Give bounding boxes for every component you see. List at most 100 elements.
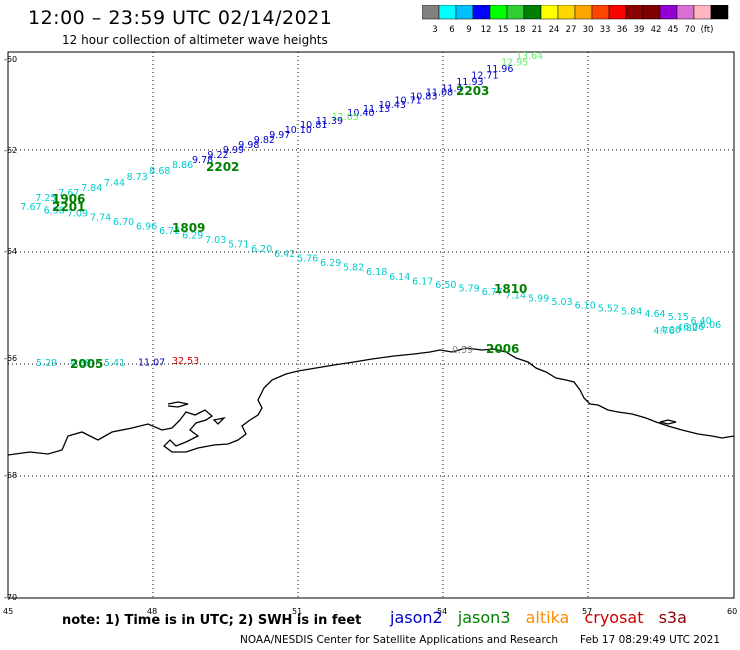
pass-label-2203: 2203: [456, 84, 489, 98]
swh-value: 10.81: [300, 120, 327, 131]
pass-label-2005: 2005: [70, 357, 103, 371]
swh-value: 5.82: [343, 263, 364, 274]
swh-value: 8.68: [149, 166, 170, 177]
swh-value: 13.64: [516, 51, 543, 62]
swh-value: 11.96: [486, 64, 513, 75]
legend-tick-label: 18: [515, 25, 526, 35]
plot-frame: [7, 51, 735, 599]
lon-tick-label: 48: [147, 607, 157, 616]
swh-value: 7.25: [35, 193, 56, 204]
swh-value: 9.98: [238, 140, 259, 151]
map-subtitle: 12 hour collection of altimeter wave hei…: [62, 33, 328, 47]
lon-tick-label: 60: [727, 607, 737, 616]
swh-value: 12.05: [332, 112, 359, 123]
gridlines: [8, 52, 734, 598]
swh-value: 11.08: [426, 88, 453, 99]
pass-label-2202: 2202: [206, 160, 239, 174]
legend-tick-label: 6: [449, 25, 454, 35]
legend-tick-label: (ft): [701, 25, 714, 35]
swh-value: 10.83: [410, 92, 437, 103]
swh-value: 6.96: [136, 221, 157, 232]
swh-value: 6.50: [435, 280, 456, 291]
swh-value: 5.03: [551, 297, 572, 308]
swh-value: 9.99: [223, 145, 244, 156]
swh-value: 10.71: [395, 96, 422, 107]
swh-value: 7.67: [20, 202, 41, 213]
lon-tick-labels: 45 48 51 54 57 60: [3, 607, 737, 616]
swh-value: 8.86: [172, 160, 193, 171]
swh-value: 4.82: [677, 323, 698, 334]
swh-value: 6.06: [700, 320, 721, 331]
swh-value: 6.14: [389, 272, 410, 283]
lat-tick-label: -70: [4, 593, 17, 602]
swh-value: 7.84: [81, 183, 102, 194]
track-2202-values: 8.868.688.737.447.847.677.257.67 6.98 7.09…: [20, 160, 721, 337]
swh-value: 6.72: [159, 226, 180, 237]
legend-tick-label: 42: [651, 25, 662, 35]
legend-tick-label: 36: [617, 25, 628, 35]
swh-value: 6.17: [412, 276, 433, 287]
legend-tick-label: 24: [549, 25, 560, 35]
swh-value: 11.4: [442, 83, 463, 94]
coastline-fragment: [167, 401, 189, 408]
legend-tick-label: 9: [466, 25, 471, 35]
legend-swatch: [710, 5, 729, 20]
swh-value: 4.00: [660, 325, 681, 336]
swh-value: 6.42: [274, 249, 295, 260]
swh-value: 4.76: [654, 326, 675, 337]
lat-tick-label: -66: [4, 354, 17, 363]
units-note: note: 1) Time is in UTC; 2) SWH is in fe…: [62, 613, 362, 628]
legend-tick-label: 15: [498, 25, 509, 35]
swh-value: 7.74: [90, 212, 111, 223]
swh-value: 8.73: [127, 172, 148, 183]
swh-value: 6.06: [683, 322, 704, 333]
swh-value: 11.07: [138, 357, 165, 368]
legend-tick-label: 27: [566, 25, 577, 35]
satellite-jason3: jason3: [457, 608, 511, 627]
swh-value: 10.40: [347, 108, 374, 119]
swh-value: 5.15: [668, 312, 689, 323]
swh-value: 5.52: [598, 304, 619, 315]
pass-time-labels: 2203 2202 1809 1810 2006 2005 1906 2201: [52, 84, 527, 371]
swh-value: 11.39: [316, 116, 343, 127]
pass-label-1906: 1906: [52, 192, 85, 206]
swh-value: 5.84: [621, 307, 642, 318]
coastline-fragment: [212, 416, 226, 425]
legend-tick-label: 33: [600, 25, 611, 35]
color-scale-legend: 3 6 9 12 15 18 21 24 27 30 33 36 39 42 45 70 (ft): [422, 5, 729, 35]
swh-value: 6.20: [251, 244, 272, 255]
swh-value: 5.41: [104, 358, 125, 369]
swh-value: 5.71: [228, 240, 249, 251]
antarctic-coastline: [7, 347, 735, 456]
swh-value: 10.43: [379, 100, 406, 111]
lon-tick-label: 45: [3, 607, 13, 616]
swh-value: 6.98: [44, 205, 65, 216]
pass-label-1810: 1810: [494, 282, 527, 296]
swh-value: 5.76: [297, 253, 318, 264]
swh-value: 6.70: [113, 217, 134, 228]
footer-timestamp: Feb 17 08:29:49 UTC 2021: [580, 634, 720, 646]
swh-value: 4.39: [70, 358, 91, 369]
track-2005-values: 5.29 4.39 5.41 11.07 32.53: [36, 356, 199, 369]
lon-tick-label: 54: [437, 607, 447, 616]
pass-label-2006: 2006: [486, 342, 519, 356]
satellite-jason2: jason2: [390, 608, 443, 627]
swh-value: 7.03: [205, 235, 226, 246]
swh-value: 11.93: [456, 77, 483, 88]
lat-tick-label: -64: [4, 247, 17, 256]
lon-tick-label: 51: [292, 607, 302, 616]
swh-value: 6.29: [182, 231, 203, 242]
swh-value: 6.77: [482, 287, 503, 298]
lon-tick-label: 57: [582, 607, 592, 616]
swh-value: 12.71: [471, 70, 498, 81]
swh-value: 7.09: [67, 209, 88, 220]
swh-value: 11.13: [363, 104, 390, 115]
swh-value: 4.64: [644, 309, 665, 320]
swh-value: 10.10: [285, 125, 312, 136]
legend-tick-label: 21: [532, 25, 543, 35]
lat-tick-label: -62: [4, 146, 17, 155]
swh-value: 7.44: [104, 178, 125, 189]
satellite-legend: jason2 jason3 altika cryosat s3a: [390, 608, 697, 627]
footer-credit: NOAA/NESDIS Center for Satellite Applica…: [240, 634, 558, 646]
swh-value: 9.82: [254, 135, 275, 146]
